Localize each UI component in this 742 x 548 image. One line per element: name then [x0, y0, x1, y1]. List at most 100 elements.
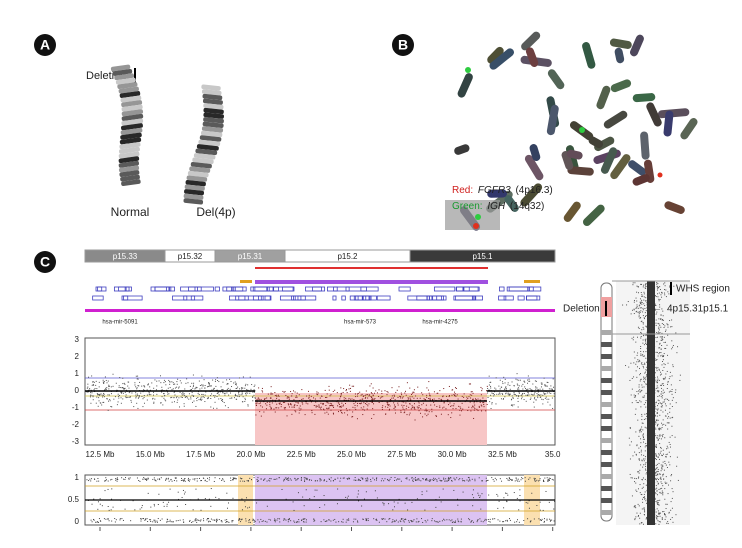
point: [347, 498, 348, 499]
point: [391, 398, 392, 399]
point: [341, 394, 342, 395]
point: [663, 511, 664, 512]
point: [545, 385, 546, 386]
point: [634, 506, 635, 507]
point: [108, 388, 109, 389]
point: [240, 521, 241, 522]
point: [115, 478, 116, 479]
point: [381, 393, 382, 394]
point: [638, 402, 639, 403]
point: [638, 504, 639, 505]
point: [164, 506, 165, 507]
point: [355, 405, 356, 406]
point: [645, 288, 646, 289]
point: [298, 402, 299, 403]
point: [645, 450, 646, 451]
point: [534, 393, 535, 394]
point: [302, 404, 303, 405]
point: [207, 518, 208, 519]
point: [535, 380, 536, 381]
point: [522, 397, 523, 398]
point: [381, 397, 382, 398]
point: [657, 382, 658, 383]
point: [365, 478, 366, 479]
point: [200, 521, 201, 522]
point: [634, 397, 635, 398]
point: [659, 463, 660, 464]
point: [168, 479, 169, 480]
point: [662, 455, 663, 456]
point: [279, 403, 280, 404]
point: [295, 392, 296, 393]
point: [657, 425, 658, 426]
point: [311, 480, 312, 481]
point: [321, 407, 322, 408]
point: [326, 521, 327, 522]
point: [291, 480, 292, 481]
point: [491, 403, 492, 404]
point: [640, 464, 641, 465]
point: [518, 479, 519, 480]
point: [655, 493, 656, 494]
point: [430, 405, 431, 406]
point: [656, 465, 657, 466]
point: [127, 386, 128, 387]
point: [157, 522, 158, 523]
point: [408, 397, 409, 398]
point: [443, 479, 444, 480]
point: [216, 519, 217, 520]
point: [430, 479, 431, 480]
point: [670, 447, 671, 448]
point: [193, 509, 194, 510]
point: [366, 390, 367, 391]
point: [174, 384, 175, 385]
point: [500, 478, 501, 479]
point: [536, 388, 537, 389]
point: [156, 394, 157, 395]
point: [100, 498, 101, 499]
point: [660, 428, 661, 429]
point: [197, 481, 198, 482]
point: [94, 478, 95, 479]
point: [387, 402, 388, 403]
point: [362, 414, 363, 415]
point: [638, 292, 639, 293]
point: [635, 518, 636, 519]
point: [429, 393, 430, 394]
point: [104, 396, 105, 397]
point: [640, 373, 641, 374]
point: [516, 480, 517, 481]
y-tick-label: 0.5: [68, 495, 80, 504]
point: [672, 498, 673, 499]
gene: [122, 296, 128, 300]
ideogram-band: [601, 390, 612, 395]
point: [306, 489, 307, 490]
point: [287, 415, 288, 416]
ideogram-band: [601, 438, 612, 443]
point: [496, 377, 497, 378]
point: [392, 521, 393, 522]
point: [379, 402, 380, 403]
point: [662, 511, 663, 512]
point: [215, 395, 216, 396]
point: [384, 390, 385, 391]
point: [211, 488, 212, 489]
point: [221, 480, 222, 481]
point: [389, 409, 390, 410]
point: [659, 415, 660, 416]
point: [205, 498, 206, 499]
point: [320, 480, 321, 481]
point: [544, 393, 545, 394]
point: [486, 519, 487, 520]
point: [137, 378, 138, 379]
x-tick-label: 32.5 Mb: [488, 450, 517, 459]
gene: [305, 287, 321, 291]
point: [546, 397, 547, 398]
point: [517, 384, 518, 385]
point: [491, 477, 492, 478]
point: [667, 355, 668, 356]
point: [457, 394, 458, 395]
point: [170, 397, 171, 398]
point: [306, 403, 307, 404]
point: [130, 400, 131, 401]
